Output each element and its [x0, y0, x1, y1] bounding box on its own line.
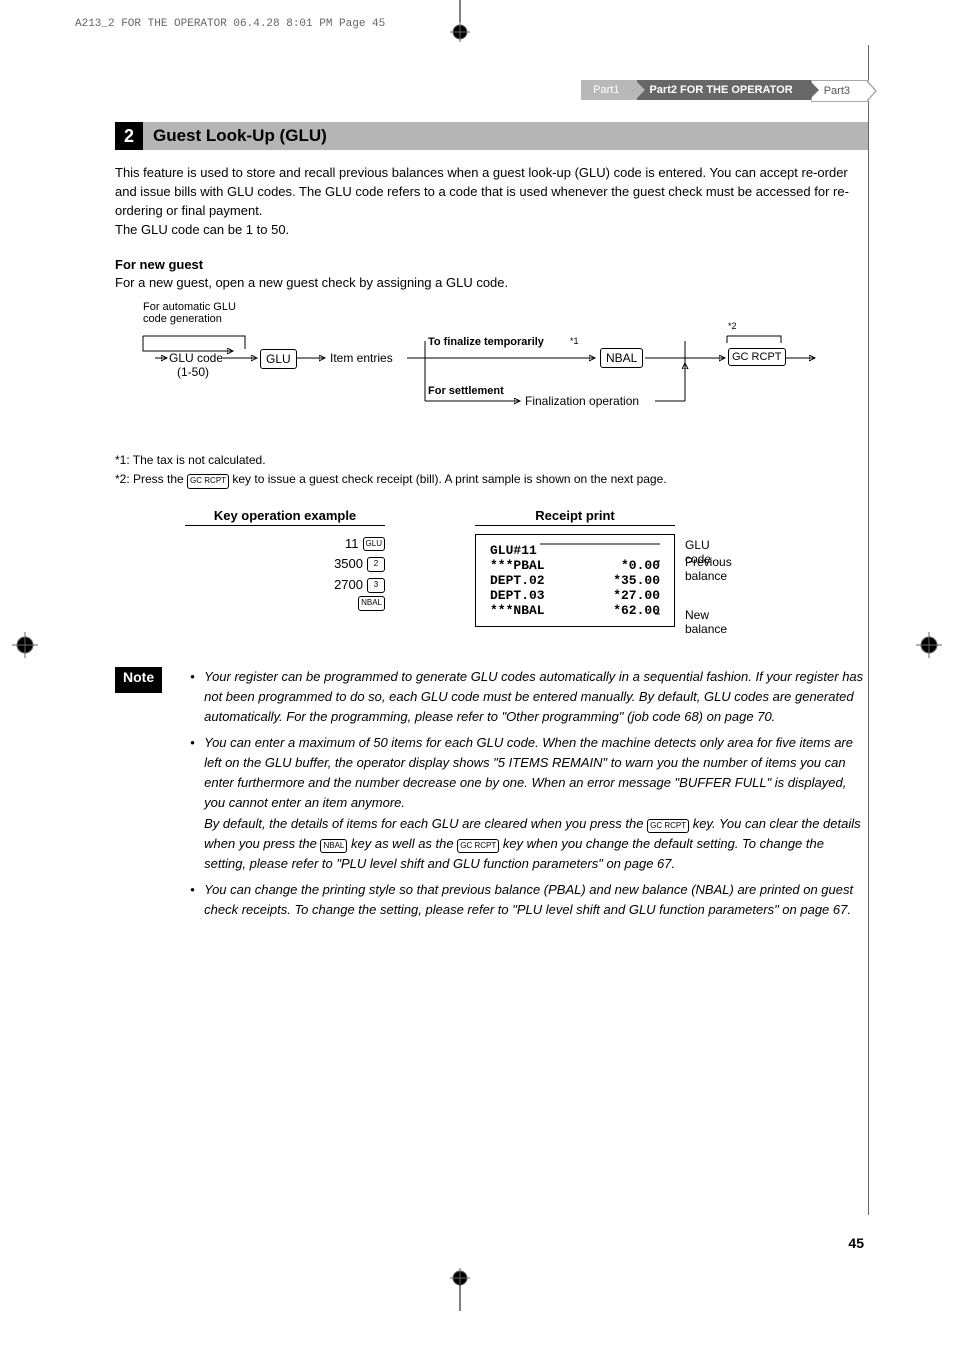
keyop-r1-key: GLU	[363, 537, 385, 552]
regmark-right-icon	[914, 630, 944, 660]
tab-part2-label: FOR THE OPERATOR	[680, 84, 793, 96]
footnotes: *1: The tax is not calculated. *2: Press…	[115, 451, 869, 489]
keyop-r4-key: NBAL	[358, 596, 385, 611]
note-nbal-key-icon: NBAL	[320, 839, 347, 853]
keyop-r2-key: 2	[367, 557, 385, 572]
diagram-star2: *2	[728, 321, 737, 331]
diagram-glu-code: GLU code	[169, 351, 223, 365]
intro-p1: This feature is used to store and recall…	[115, 165, 849, 218]
diagram-glu-range: (1-50)	[169, 365, 209, 379]
receipt-l4a: DEPT.03	[490, 588, 545, 603]
callout-new-balance: New balance	[685, 608, 727, 636]
keyop-r2-val: 3500	[334, 554, 363, 575]
diagram-finalization: Finalization operation	[525, 394, 639, 408]
key-op-title: Key operation example	[185, 508, 385, 526]
receipt-l2a: ***PBAL	[490, 558, 545, 573]
print-header: A213_2 FOR THE OPERATOR 06.4.28 8:01 PM …	[75, 18, 385, 30]
section-number: 2	[115, 122, 143, 150]
tab-part2-prefix: Part2	[649, 84, 680, 96]
glu-key-icon: GLU	[260, 349, 297, 369]
note-bullet-3: You can change the printing style so tha…	[194, 880, 869, 920]
example-columns: Key operation example 11 GLU 3500 2 2700…	[185, 508, 869, 627]
tab-part3: Part3	[811, 80, 869, 102]
callout-prev-balance: Previous balance	[685, 555, 732, 583]
section-header: 2 Guest Look-Up (GLU)	[115, 122, 869, 150]
intro-text: This feature is used to store and recall…	[115, 164, 869, 239]
diagram-autogen2: code generation	[143, 313, 222, 325]
part-tabs: Part1 Part2 FOR THE OPERATOR Part3	[115, 80, 869, 102]
receipt-title: Receipt print	[475, 508, 675, 525]
margin-rule	[868, 45, 869, 1215]
keyop-r1-val: 11	[345, 534, 359, 555]
note-block: Note Your register can be programmed to …	[115, 667, 869, 927]
diagram-autogen1: For automatic GLU	[143, 301, 236, 313]
keyop-r3-val: 2700	[334, 575, 363, 596]
tab-part2: Part2 FOR THE OPERATOR	[637, 80, 810, 100]
receipt-column: Receipt print GLU#11 ***PBAL*0.00 DEPT.0…	[475, 508, 675, 627]
note-bullet-2: You can enter a maximum of 50 items for …	[194, 733, 869, 874]
regmark-left-icon	[10, 630, 40, 660]
note-bullet-1: Your register can be programmed to gener…	[194, 667, 869, 727]
intro-p2: The GLU code can be 1 to 50.	[115, 222, 289, 237]
note-gcrcpt-key-2-icon: GC RCPT	[457, 839, 499, 853]
diagram-settlement-label: For settlement	[428, 385, 504, 397]
tab-part1: Part1	[581, 80, 637, 100]
note-gcrcpt-key-1-icon: GC RCPT	[647, 819, 689, 833]
nbal-key-icon: NBAL	[600, 348, 643, 368]
cropmark-bottom-icon	[440, 1266, 480, 1311]
key-op-column: Key operation example 11 GLU 3500 2 2700…	[185, 508, 385, 627]
receipt-l5a: ***NBAL	[490, 603, 545, 618]
note-badge: Note	[115, 667, 162, 693]
keyop-r3-key: 3	[367, 578, 385, 593]
page-number: 45	[848, 1235, 864, 1251]
footnote-1: *1: The tax is not calculated.	[115, 451, 869, 470]
new-guest-head: For new guest	[115, 257, 869, 272]
receipt-l3a: DEPT.02	[490, 573, 545, 588]
section-title: Guest Look-Up (GLU)	[143, 122, 869, 150]
receipt-l1: GLU#11	[490, 543, 537, 558]
new-guest-line: For a new guest, open a new guest check …	[115, 274, 869, 293]
diagram-item-entries: Item entries	[330, 351, 393, 365]
diagram-star1: *1	[570, 336, 579, 346]
tab-part3-label: Part3	[824, 85, 850, 97]
flow-diagram: For automatic GLU code generation GLU co…	[125, 301, 869, 431]
tab-part1-label: Part1	[593, 84, 619, 96]
gcrcpt-key-inline-icon: GC RCPT	[187, 474, 229, 489]
footnote-2: *2: Press the GC RCPT key to issue a gue…	[115, 470, 869, 489]
diagram-finalize-label: To finalize temporarily	[428, 336, 544, 348]
gcrcpt-key-icon: GC RCPT	[728, 348, 786, 366]
cropmark-top-icon	[440, 0, 480, 45]
